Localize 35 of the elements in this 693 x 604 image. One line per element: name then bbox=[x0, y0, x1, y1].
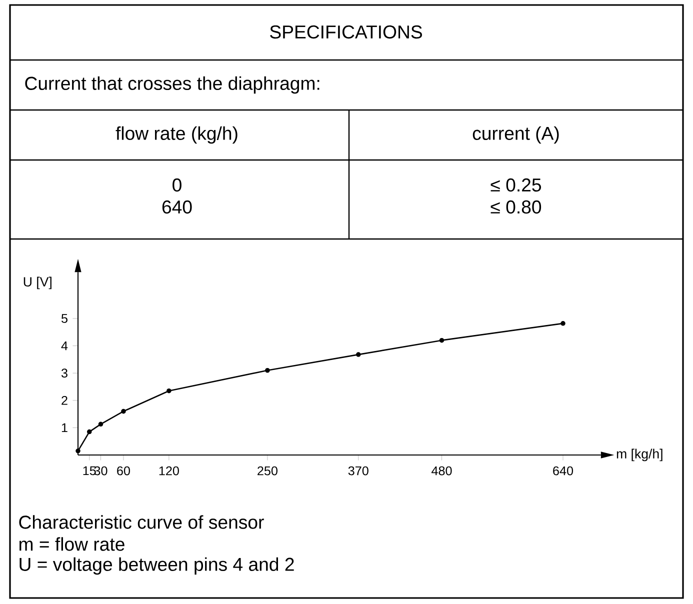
chart-title: SPECIFICATIONS bbox=[270, 25, 422, 39]
text: Characteristic curve of sensor bbox=[19, 515, 264, 529]
chart-subtitle: Current that crosses the diaphragm: bbox=[25, 76, 320, 94]
text: m = flow rate bbox=[19, 537, 124, 551]
point bbox=[356, 352, 361, 357]
y-tick-label: 3 bbox=[61, 368, 68, 378]
x-axis-title: m [kg/h] bbox=[616, 448, 662, 462]
text: ≤ 0.80 bbox=[490, 200, 542, 214]
x-tick-label: 640 bbox=[553, 466, 574, 476]
text: U = voltage between pins 4 and 2 bbox=[20, 557, 294, 575]
x-tick-label: 370 bbox=[348, 466, 368, 476]
point bbox=[76, 448, 80, 454]
text: 0 bbox=[172, 178, 182, 192]
point bbox=[166, 388, 172, 394]
y-tick-label: 4 bbox=[61, 341, 68, 350]
x-tick-label: 120 bbox=[159, 466, 179, 476]
text: current (A) bbox=[472, 126, 559, 144]
point bbox=[439, 338, 444, 343]
point bbox=[98, 422, 104, 427]
point bbox=[265, 368, 270, 373]
x-tick-label: 30 bbox=[94, 466, 108, 476]
text: ≤ 0.25 bbox=[490, 178, 541, 192]
y-axis-title: U [V] bbox=[24, 276, 52, 290]
y-tick-label: 5 bbox=[61, 314, 68, 323]
point bbox=[86, 429, 92, 434]
x-tick-label: 60 bbox=[117, 466, 130, 476]
y-tick-label: 1 bbox=[62, 423, 68, 432]
y-tick-label: 2 bbox=[62, 396, 68, 405]
point bbox=[560, 321, 566, 326]
x-tick-label: 15 bbox=[83, 466, 96, 476]
text: flow rate (kg/h) bbox=[116, 126, 238, 144]
text: 640 bbox=[162, 200, 192, 214]
point bbox=[121, 408, 126, 414]
x-tick-label: 250 bbox=[258, 466, 278, 476]
x-tick-label: 480 bbox=[432, 466, 452, 476]
